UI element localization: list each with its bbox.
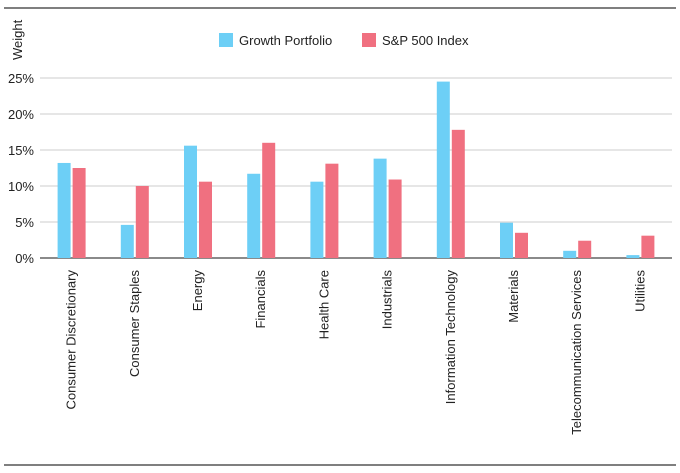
bar-sp500-index bbox=[515, 232, 528, 258]
bar-sp500-index bbox=[72, 168, 86, 258]
x-tick-label: Energy bbox=[190, 270, 205, 312]
bar-growth-portfolio bbox=[247, 173, 261, 258]
bar-sp500-index bbox=[199, 181, 212, 258]
bar-sp500-index bbox=[135, 186, 149, 258]
bar-sp500-index bbox=[325, 163, 339, 258]
bar-sp500-index bbox=[451, 129, 465, 258]
bar-growth-portfolio bbox=[500, 222, 513, 258]
y-tick-label: 5% bbox=[15, 215, 34, 230]
y-tick-label: 15% bbox=[8, 143, 34, 158]
gridlines bbox=[40, 77, 672, 259]
x-tick-label: Health Care bbox=[316, 270, 331, 339]
bars bbox=[57, 81, 655, 258]
bar-growth-portfolio bbox=[184, 145, 197, 258]
y-tick-label: 0% bbox=[15, 251, 34, 266]
bar-growth-portfolio bbox=[57, 162, 71, 258]
y-axis-label: Weight bbox=[10, 19, 25, 60]
x-tick-label: Financials bbox=[253, 270, 268, 329]
y-tick-label: 10% bbox=[8, 179, 34, 194]
bar-sp500-index bbox=[641, 235, 655, 258]
legend-swatch bbox=[219, 33, 233, 47]
x-tick-label: Consumer Discretionary bbox=[64, 270, 79, 410]
bar-growth-portfolio bbox=[626, 255, 640, 258]
bar-growth-portfolio bbox=[563, 250, 577, 258]
x-tick-label: Materials bbox=[506, 270, 521, 323]
legend-label: S&P 500 Index bbox=[382, 33, 469, 48]
bar-sp500-index bbox=[578, 240, 592, 258]
x-tick-label: Industrials bbox=[380, 270, 395, 330]
bar-growth-portfolio bbox=[310, 181, 324, 258]
legend: Growth Portfolio S&P 500 Index bbox=[219, 33, 469, 48]
x-tick-label: Consumer Staples bbox=[127, 270, 142, 377]
bar-sp500-index bbox=[262, 142, 276, 258]
x-tick-label: Information Technology bbox=[443, 270, 458, 405]
legend-label: Growth Portfolio bbox=[239, 33, 332, 48]
x-tick-label: Utilities bbox=[632, 270, 647, 312]
legend-swatch bbox=[362, 33, 376, 47]
y-axis-ticks: 0% 5% 10% 15% 20% 25% bbox=[8, 71, 34, 266]
y-tick-label: 20% bbox=[8, 107, 34, 122]
x-axis-labels: Consumer Discretionary Consumer Staples En… bbox=[64, 270, 648, 435]
bar-growth-portfolio bbox=[120, 224, 134, 258]
bar-growth-portfolio bbox=[373, 158, 387, 258]
bar-sp500-index bbox=[388, 179, 402, 258]
x-tick-label: Telecommunication Services bbox=[569, 270, 584, 435]
y-tick-label: 25% bbox=[8, 71, 34, 86]
bar-growth-portfolio bbox=[436, 81, 450, 258]
